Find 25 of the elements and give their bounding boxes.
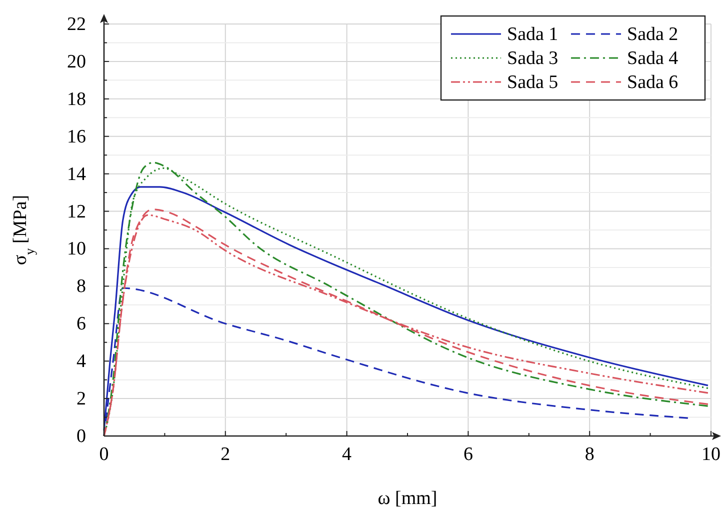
y-tick-label: 20 [67, 51, 86, 72]
legend-label: Sada 5 [507, 72, 558, 93]
y-tick-label: 6 [76, 314, 86, 335]
x-tick-label: 0 [99, 444, 109, 465]
x-tick-label: 10 [702, 444, 720, 465]
legend-label: Sada 4 [627, 48, 679, 69]
legend-label: Sada 2 [627, 24, 678, 45]
x-tick-label: 4 [342, 444, 352, 465]
y-tick-label: 2 [76, 388, 86, 410]
x-tick-label: 8 [584, 444, 594, 465]
y-tick-label: 14 [67, 164, 86, 185]
y-tick-label: 8 [76, 276, 86, 298]
y-tick-label: 0 [76, 426, 86, 447]
legend-label: Sada 1 [507, 24, 558, 45]
y-tick-label: 18 [67, 88, 86, 110]
legend-label: Sada 6 [627, 72, 678, 93]
y-tick-label: 16 [67, 126, 86, 148]
y-tick-label: 12 [67, 201, 86, 222]
x-tick-label: 2 [220, 444, 230, 465]
legend-label: Sada 3 [507, 48, 558, 69]
x-tick-label: 6 [463, 444, 473, 465]
y-tick-label: 4 [76, 351, 86, 372]
y-tick-label: 22 [67, 14, 86, 35]
y-tick-label: 10 [67, 238, 86, 260]
x-axis-title: ω [mm] [378, 488, 438, 509]
